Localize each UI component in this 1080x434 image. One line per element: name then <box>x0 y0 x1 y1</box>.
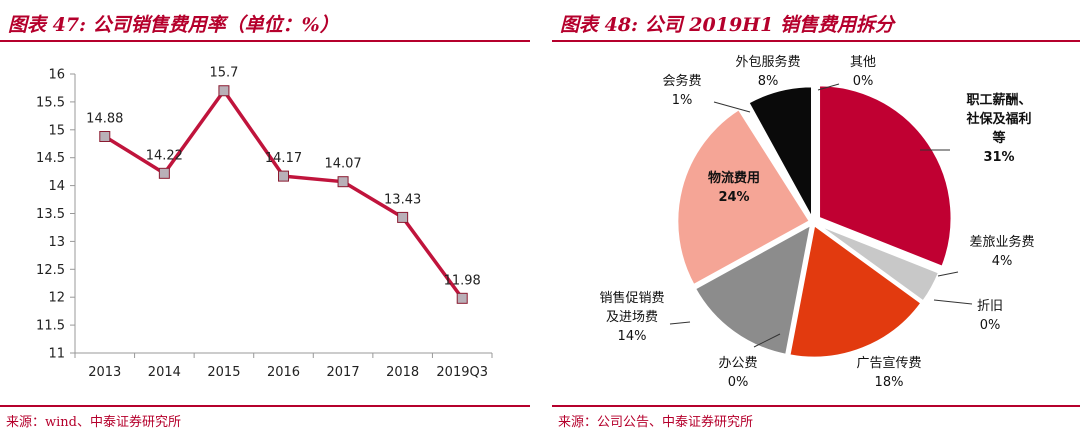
right-top-rule <box>552 40 1080 42</box>
data-point <box>218 85 230 97</box>
slice-percent: 1% <box>672 93 693 108</box>
pie-slice <box>692 222 813 357</box>
right-panel: 图表 48: 公司 2019H1 销售费用拆分 职工薪酬、社保及福利等 31% 差旅… <box>552 0 1080 434</box>
x-tick-label: 2013 <box>88 365 121 380</box>
y-tick-label: 15.5 <box>36 95 65 110</box>
slice-label: 职工薪酬、 <box>966 92 1031 108</box>
pie-slice <box>746 84 814 220</box>
leader-line <box>753 333 781 348</box>
leader-line <box>937 271 959 277</box>
line-chart: 11 11.5 12 12.5 13 13.5 14 14.5 15 15.5 16 2013 2014… <box>36 66 493 380</box>
slice-label: 物流费用 <box>708 170 760 186</box>
slice-percent: 0% <box>980 318 1001 333</box>
data-label: 14.07 <box>324 157 361 172</box>
y-tick-label: 13.5 <box>36 207 65 222</box>
y-tick-label: 14.5 <box>36 151 65 166</box>
right-chart-title: 图表 48: 公司 2019H1 销售费用拆分 <box>560 14 894 36</box>
left-source-note: 来源：wind、中泰证券研究所 <box>6 415 181 430</box>
slice-percent: 18% <box>875 375 904 390</box>
y-tick-label: 11.5 <box>36 319 65 334</box>
left-chart-title: 图表 47: 公司销售费用率（单位：%） <box>8 14 339 36</box>
slice-percent: 0% <box>728 375 749 390</box>
slice-label: 及进场费 <box>606 310 658 325</box>
data-point <box>99 130 111 142</box>
slice-label: 其他 <box>850 55 876 70</box>
data-point <box>456 292 468 304</box>
y-tick-label: 11 <box>48 347 65 362</box>
data-label: 14.88 <box>86 111 123 126</box>
data-label: 14.17 <box>265 151 302 166</box>
data-label: 15.7 <box>209 66 238 81</box>
x-tick-label: 2018 <box>386 365 419 380</box>
x-tick-label: 2017 <box>327 365 360 380</box>
slice-percent: 4% <box>992 254 1013 269</box>
data-point <box>397 211 409 223</box>
y-tick-label: 13 <box>48 235 65 250</box>
left-top-rule <box>0 40 530 42</box>
slice-percent: 31% <box>983 150 1014 165</box>
slice-label: 社保及福利 <box>965 111 1031 127</box>
x-tick-label: 2019Q3 <box>436 365 488 380</box>
slice-label: 会务费 <box>662 73 701 89</box>
slice-percent: 24% <box>718 190 749 205</box>
y-tick-label: 16 <box>48 68 65 83</box>
slice-label: 广告宣传费 <box>856 355 921 371</box>
right-bottom-rule <box>552 405 1080 407</box>
leader-line <box>713 101 751 113</box>
leader-line <box>669 321 691 325</box>
x-tick-label: 2016 <box>267 365 300 380</box>
slice-percent: 8% <box>758 74 779 89</box>
left-bottom-rule <box>0 405 530 407</box>
slice-label: 等 <box>991 130 1005 146</box>
leader-line <box>933 299 973 305</box>
data-point <box>278 170 289 182</box>
slice-label: 折旧 <box>977 299 1003 314</box>
pie-slice <box>817 83 954 269</box>
pie-slice <box>814 222 941 304</box>
pie-slice <box>675 107 812 288</box>
slice-label: 销售促销费 <box>599 290 664 306</box>
slice-label: 差旅业务费 <box>969 234 1034 250</box>
left-panel: 图表 47: 公司销售费用率（单位：%） 11 11.5 12 12.5 13 13.5 1… <box>0 0 530 434</box>
leader-line <box>817 83 840 91</box>
pie-slice <box>787 222 924 360</box>
data-point <box>337 176 349 188</box>
x-tick-label: 2014 <box>148 365 181 380</box>
slice-percent: 0% <box>853 74 874 89</box>
slice-label: 办公费 <box>718 356 757 371</box>
data-label: 13.43 <box>384 192 421 207</box>
data-point <box>158 167 170 179</box>
y-tick-label: 14 <box>48 179 65 194</box>
slice-label: 外包服务费 <box>735 54 800 70</box>
slice-percent: 14% <box>618 329 647 344</box>
data-label: 11.98 <box>444 273 481 288</box>
y-tick-label: 15 <box>48 123 65 138</box>
data-label: 14.22 <box>146 148 183 163</box>
y-tick-label: 12.5 <box>36 263 65 278</box>
x-tick-label: 2015 <box>207 365 240 380</box>
y-tick-label: 12 <box>48 291 65 306</box>
right-source-note: 来源：公司公告、中泰证券研究所 <box>558 415 754 430</box>
